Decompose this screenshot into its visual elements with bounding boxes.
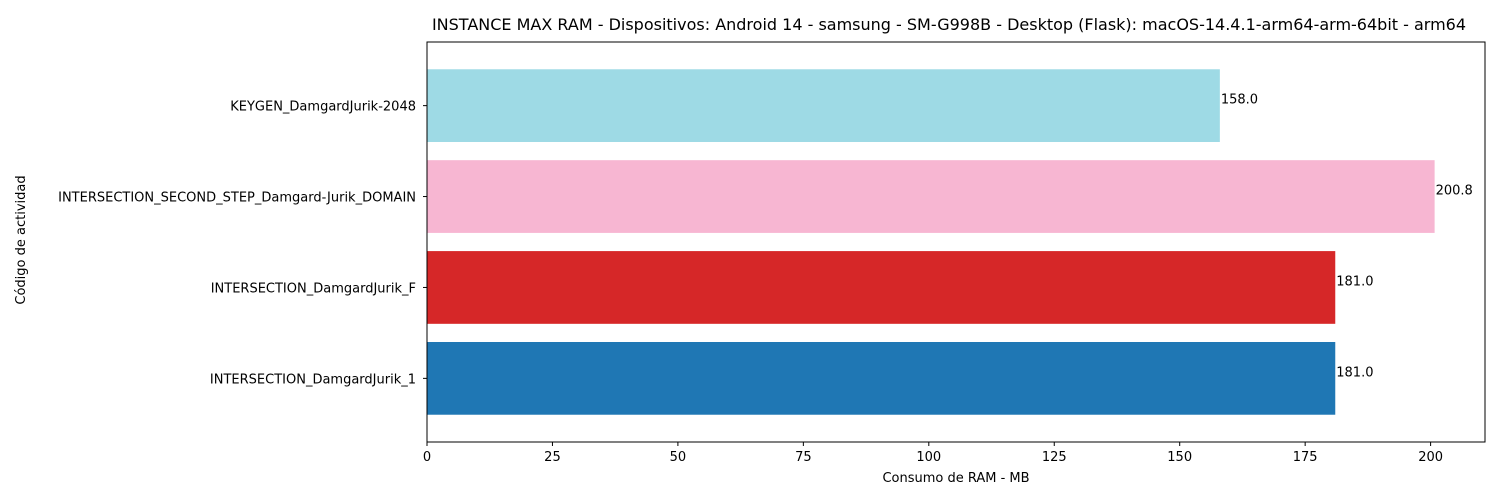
x-tick-label: 25 (544, 450, 561, 465)
x-tick-label: 0 (423, 450, 431, 465)
x-tick-label: 150 (1167, 450, 1192, 465)
bars-layer (427, 69, 1435, 415)
x-tick-label: 100 (916, 450, 941, 465)
plot-frame (426, 41, 1486, 443)
x-tick-labels: 0 25 50 75 100 125 150 175 200 (423, 442, 1443, 465)
y-axis-label: Código de actividad (14, 175, 29, 304)
bar-KEYGEN_DamgardJurik-2048 (427, 69, 1220, 142)
data-label-INTERSECTION_DamgardJurik_F: 181.0 (1336, 274, 1373, 289)
y-tick-labels: INTERSECTION_DamgardJurik_1 INTERSECTION_… (58, 100, 427, 387)
y-tick-label: INTERSECTION_SECOND_STEP_Damgard-Jurik_D… (58, 191, 416, 206)
data-labels-layer: 181.0 181.0 200.8 158.0 (1221, 93, 1473, 381)
x-axis-label: Consumo de RAM - MB (882, 471, 1029, 486)
bar-INTERSECTION_DamgardJurik_F (427, 251, 1336, 324)
data-label-KEYGEN_DamgardJurik-2048: 158.0 (1221, 93, 1258, 108)
x-tick-label: 75 (795, 450, 812, 465)
x-tick-label: 175 (1293, 450, 1318, 465)
y-tick-label: INTERSECTION_DamgardJurik_1 (210, 372, 416, 387)
x-tick-label: 50 (670, 450, 687, 465)
data-label-INTERSECTION_DamgardJurik_1: 181.0 (1336, 365, 1373, 380)
y-tick-label: KEYGEN_DamgardJurik-2048 (230, 100, 416, 115)
bar-INTERSECTION_SECOND_STEP_Damgard-Jurik_DOMAIN (427, 160, 1435, 233)
y-tick-label: INTERSECTION_DamgardJurik_F (211, 281, 416, 296)
bar-INTERSECTION_DamgardJurik_1 (427, 342, 1336, 415)
chart-title: INSTANCE MAX RAM - Dispositivos: Android… (432, 15, 1466, 34)
data-label-INTERSECTION_SECOND_STEP_Damgard-Jurik_DOMAIN: 200.8 (1436, 184, 1473, 199)
x-tick-label: 200 (1418, 450, 1443, 465)
x-tick-label: 125 (1042, 450, 1067, 465)
